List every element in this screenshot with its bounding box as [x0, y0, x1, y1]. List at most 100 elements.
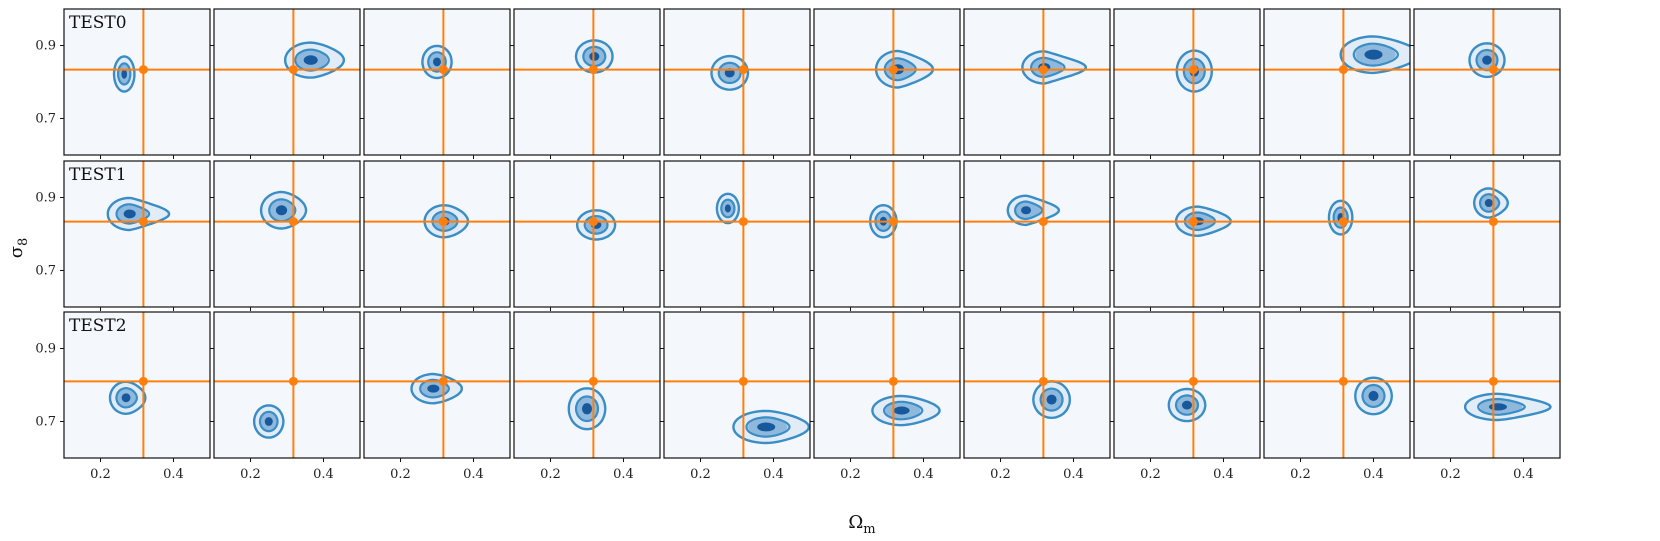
y-axis-label: σ8 [6, 238, 31, 259]
density-core [427, 384, 440, 393]
truth-point [1338, 65, 1348, 75]
ticks-layer: 0.7 0.9 0.7 0.9 0.7 0.9 0.2 0.4 0.2 0.4 0.2 0.4 0.2 0… [35, 39, 1534, 483]
truth-point [888, 217, 898, 227]
contour-outer [108, 380, 147, 416]
panel-r0-c1 [213, 8, 361, 156]
ytick-label: 0.7 [35, 264, 56, 279]
truth-point [1338, 376, 1348, 386]
panel-frame [663, 8, 811, 156]
density-core [303, 55, 318, 65]
density-core [757, 422, 776, 432]
panel-r1-c6 [963, 160, 1111, 308]
density-core [1046, 394, 1057, 405]
density-core [893, 406, 910, 415]
truth-point [588, 65, 598, 75]
density-core [1181, 400, 1193, 410]
panel-frame [213, 8, 361, 156]
panel-r1-c8 [1263, 160, 1411, 308]
panel-frame [1263, 160, 1411, 308]
panel-r1-c1 [213, 160, 361, 308]
panel-background [814, 312, 960, 458]
truth-point [138, 376, 148, 386]
panel-frame [63, 160, 211, 308]
panel-background [1414, 9, 1560, 155]
truth-point [288, 65, 298, 75]
ytick-label: 0.9 [35, 342, 56, 357]
truth-point [288, 376, 298, 386]
truth-point [738, 65, 748, 75]
panel-frame [63, 8, 211, 156]
panel-frame [813, 160, 961, 308]
truth-point [738, 217, 748, 227]
panel-frame [663, 160, 811, 308]
truth-point [438, 376, 448, 386]
panel-frame [513, 8, 661, 156]
xtick-label: 0.4 [1213, 467, 1234, 482]
xtick-label: 0.2 [390, 467, 411, 482]
panel-frame [1413, 311, 1561, 459]
density-core [432, 57, 442, 67]
contour-inner [1182, 57, 1206, 85]
contour-outer [1021, 50, 1088, 85]
xtick-label: 0.4 [763, 467, 784, 482]
truth-point [1038, 217, 1048, 227]
panel-r0-c3 [513, 8, 661, 156]
density-core [1364, 49, 1383, 60]
truth-point [438, 65, 448, 75]
panel-background [514, 9, 660, 155]
density-core [275, 205, 288, 216]
contour-inner [882, 400, 924, 421]
panel-r1-c2 [363, 160, 511, 308]
panel-background [1414, 312, 1560, 458]
contour-outer [1032, 380, 1072, 420]
panel-frame [1113, 311, 1261, 459]
truth-point [888, 376, 898, 386]
contour-outer [1167, 387, 1207, 423]
panel-background [814, 9, 960, 155]
panel-background [214, 161, 360, 307]
contour-outer [871, 394, 941, 427]
panel-r1-c4 [663, 160, 811, 308]
xtick-label: 0.4 [313, 467, 334, 482]
truth-point [138, 217, 148, 227]
panel-r2-c4 [663, 311, 811, 459]
contour-inner [115, 386, 138, 409]
contour-outer [1463, 392, 1552, 422]
ytick-label: 0.7 [35, 415, 56, 430]
contour-inner [582, 45, 607, 68]
density-core [121, 69, 128, 79]
contour-inner [1477, 397, 1526, 416]
density-core [123, 209, 136, 219]
contour-inner [745, 416, 791, 438]
panel-background [1264, 312, 1410, 458]
panel-frame [1413, 160, 1561, 308]
contour-inner [720, 198, 736, 219]
x-axis-label: Ωm [848, 512, 875, 537]
panels-layer: TEST0 TEST1 TEST2 [63, 8, 1561, 459]
panel-r0-c6 [963, 8, 1111, 156]
truth-point [1488, 376, 1498, 386]
contour-outer [1175, 49, 1214, 93]
contour-inner [117, 62, 132, 86]
contour-outer [710, 54, 750, 91]
truth-point [1338, 217, 1348, 227]
contour-inner [583, 214, 609, 235]
truth-point [1188, 376, 1198, 386]
panel-frame [513, 311, 661, 459]
density-core [1482, 55, 1492, 65]
truth-point [588, 217, 598, 227]
truth-point [1038, 376, 1048, 386]
truth-point [438, 217, 448, 227]
panel-r2-c1 [213, 311, 361, 459]
xtick-label: 0.2 [1290, 467, 1311, 482]
panel-frame [1113, 8, 1261, 156]
contour-outer [575, 209, 617, 241]
panel-background [664, 161, 810, 307]
ytick-label: 0.9 [35, 39, 56, 54]
density-core [724, 204, 731, 213]
panel-frame [363, 8, 511, 156]
panel-background [64, 9, 210, 155]
panel-frame [363, 160, 511, 308]
contour-outer [1354, 376, 1394, 416]
